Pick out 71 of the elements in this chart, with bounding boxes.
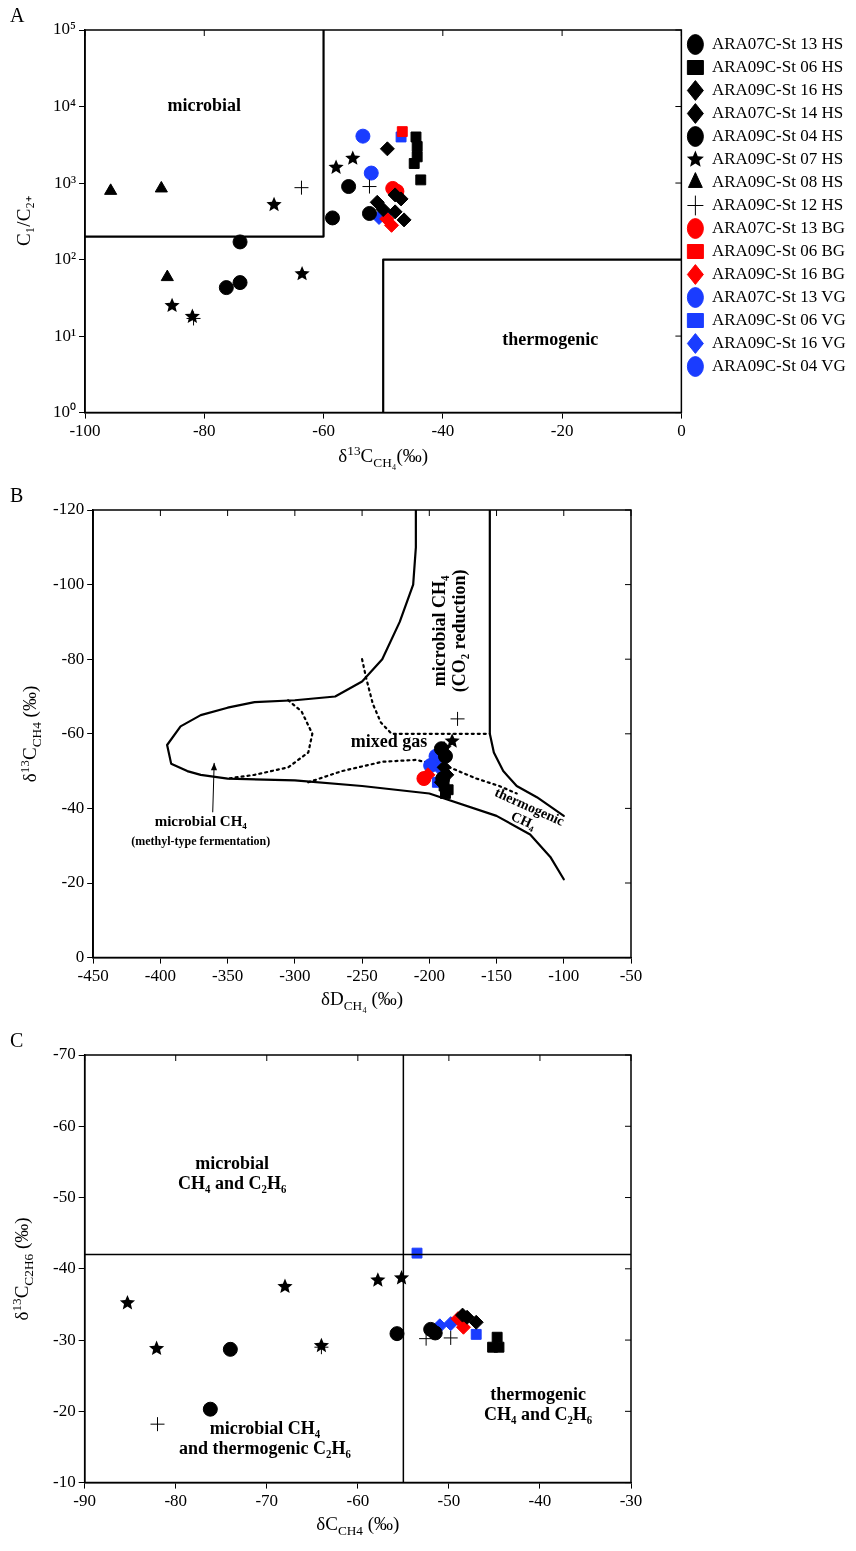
x-tick-label: -40	[431, 421, 455, 441]
x-axis-title: δC$_{CH4}$ (‰)	[316, 1512, 400, 1539]
annotation: mixed gas	[350, 731, 428, 752]
y-tick-label: -60	[61, 723, 85, 743]
y-tick-label: 10³	[53, 172, 76, 192]
x-tick-label: -50	[619, 966, 643, 986]
y-tick-label: -80	[61, 648, 85, 668]
x-tick-label: -90	[73, 1491, 96, 1511]
y-tick-label: -70	[52, 1044, 76, 1064]
x-tick-label: -40	[528, 1491, 552, 1511]
chart-title: B	[10, 484, 24, 507]
x-tick-label: -50	[437, 1491, 461, 1511]
legend-label: ARA09C-St 07 HS	[711, 148, 844, 168]
chart-title: C	[10, 1029, 24, 1052]
x-tick-label: -450	[77, 966, 109, 986]
legend-label: ARA07C-St 13 BG	[711, 217, 846, 237]
x-tick-label: -150	[480, 966, 513, 986]
annotation: thermogenic	[502, 328, 599, 349]
legend-label: ARA09C-St 04 VG	[711, 355, 846, 375]
x-tick-label: -350	[212, 966, 244, 986]
x-tick-label: -400	[144, 966, 176, 986]
x-tick-label: -80	[164, 1491, 188, 1511]
y-tick-label: -100	[52, 574, 85, 594]
x-tick-label: -200	[413, 966, 445, 986]
annotation: thermogenic CH₄ and C₂H₆	[484, 1384, 593, 1425]
y-tick-label: -120	[52, 499, 85, 519]
legend-label: ARA09C-St 08 HS	[711, 171, 844, 191]
legend-label: ARA07C-St 14 HS	[711, 102, 844, 122]
y-tick-label: 10¹	[53, 325, 76, 345]
y-tick-label: 10⁰	[53, 402, 76, 422]
annotation: microbial	[167, 95, 242, 116]
x-tick-label: -70	[255, 1491, 279, 1511]
chart-title: A	[10, 4, 25, 27]
legend-label: ARA09C-St 16 BG	[711, 263, 846, 283]
x-tick-label: -250	[346, 966, 378, 986]
y-tick-label: -40	[52, 1258, 76, 1278]
annotation: microbial CH₄ (CO₂ reduction)	[429, 569, 471, 693]
legend-label: ARA07C-St 13 VG	[711, 286, 846, 306]
x-axis-title: δD$_{CH₄}$ (‰)	[320, 987, 404, 1014]
x-tick-label: -80	[192, 421, 216, 441]
x-tick-label: -60	[346, 1491, 370, 1511]
annotation: microbial CH₄ and thermogenic C₂H₆	[179, 1418, 352, 1459]
legend-label: ARA09C-St 06 BG	[711, 240, 846, 260]
legend-label: ARA07C-St 13 HS	[711, 33, 844, 53]
legend-label: ARA09C-St 12 HS	[711, 194, 844, 214]
x-tick-label: -60	[312, 421, 335, 441]
x-tick-label: -20	[550, 421, 574, 441]
x-tick-label: -30	[619, 1491, 643, 1511]
y-tick-label: -10	[52, 1472, 76, 1492]
x-axis-title: δ$^{13}$C$_{CH₄}$(‰)	[338, 442, 429, 471]
legend-label: ARA09C-St 06 HS	[711, 56, 844, 76]
y-tick-label: 10⁵	[53, 19, 77, 39]
x-tick-label: -300	[279, 966, 311, 986]
legend-label: ARA09C-St 16 VG	[711, 332, 846, 352]
annotation: microbial CH₄ and C₂H₆	[178, 1153, 287, 1194]
y-axis-title: C₁/C₂₊	[12, 196, 35, 247]
y-tick-label: 10²	[53, 249, 76, 269]
legend-label: ARA09C-St 04 HS	[711, 125, 844, 145]
y-tick-label: -60	[52, 1115, 76, 1135]
legend-label: ARA09C-St 06 VG	[711, 309, 846, 329]
y-tick-label: -40	[61, 797, 85, 817]
y-tick-label: -20	[61, 872, 85, 892]
x-tick-label: 0	[677, 421, 686, 441]
y-tick-label: 0	[75, 947, 85, 967]
y-tick-label: -20	[52, 1400, 76, 1420]
y-tick-label: -50	[52, 1187, 76, 1206]
legend-label: ARA09C-St 16 HS	[711, 79, 844, 99]
y-tick-label: -30	[52, 1329, 76, 1349]
y-tick-label: 10⁴	[53, 95, 77, 115]
x-tick-label: -100	[548, 966, 580, 986]
annotation: microbial CH₄ (methyl-type fermentation)	[131, 813, 271, 849]
